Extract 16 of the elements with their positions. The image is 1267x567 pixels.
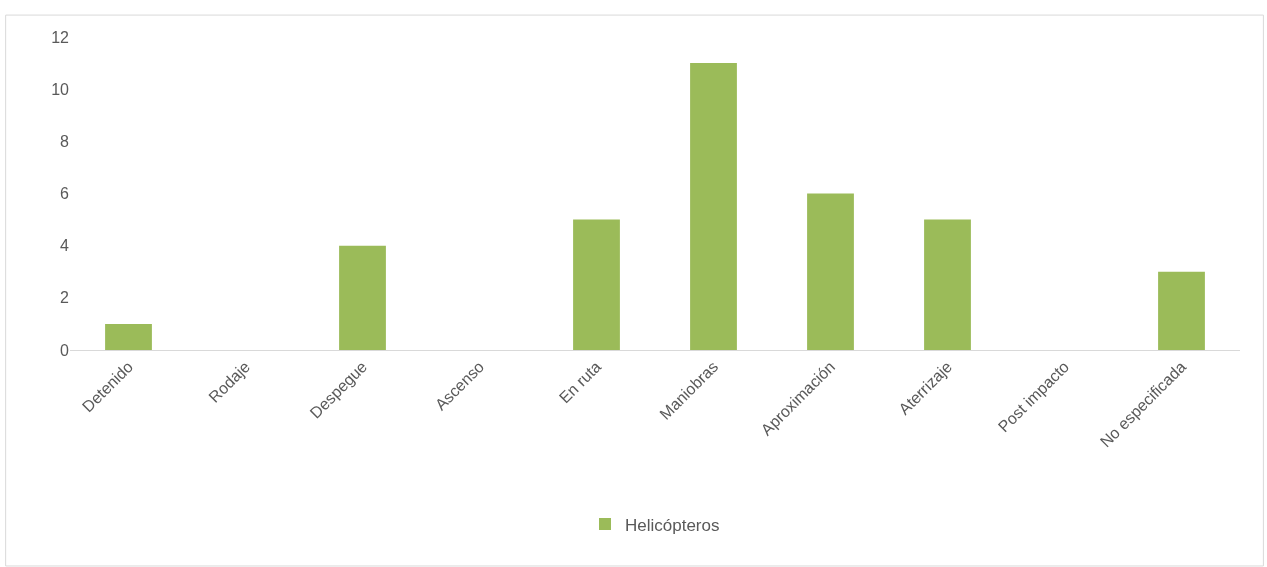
y-tick-label: 4 xyxy=(60,237,70,255)
legend-label: Helicópteros xyxy=(625,515,720,535)
bar xyxy=(690,63,737,350)
bar xyxy=(1158,271,1205,350)
bar xyxy=(339,245,386,350)
y-tick-label: 0 xyxy=(60,341,70,359)
bar xyxy=(573,219,620,350)
bar xyxy=(924,219,971,350)
y-tick-label: 6 xyxy=(60,185,70,203)
bar xyxy=(807,193,854,350)
y-tick-label: 12 xyxy=(51,28,70,46)
bar xyxy=(105,323,152,350)
x-tick-label: En ruta xyxy=(555,357,605,407)
y-tick-label: 2 xyxy=(60,289,70,307)
y-tick-label: 8 xyxy=(60,132,70,150)
y-tick-label: 10 xyxy=(51,80,70,98)
